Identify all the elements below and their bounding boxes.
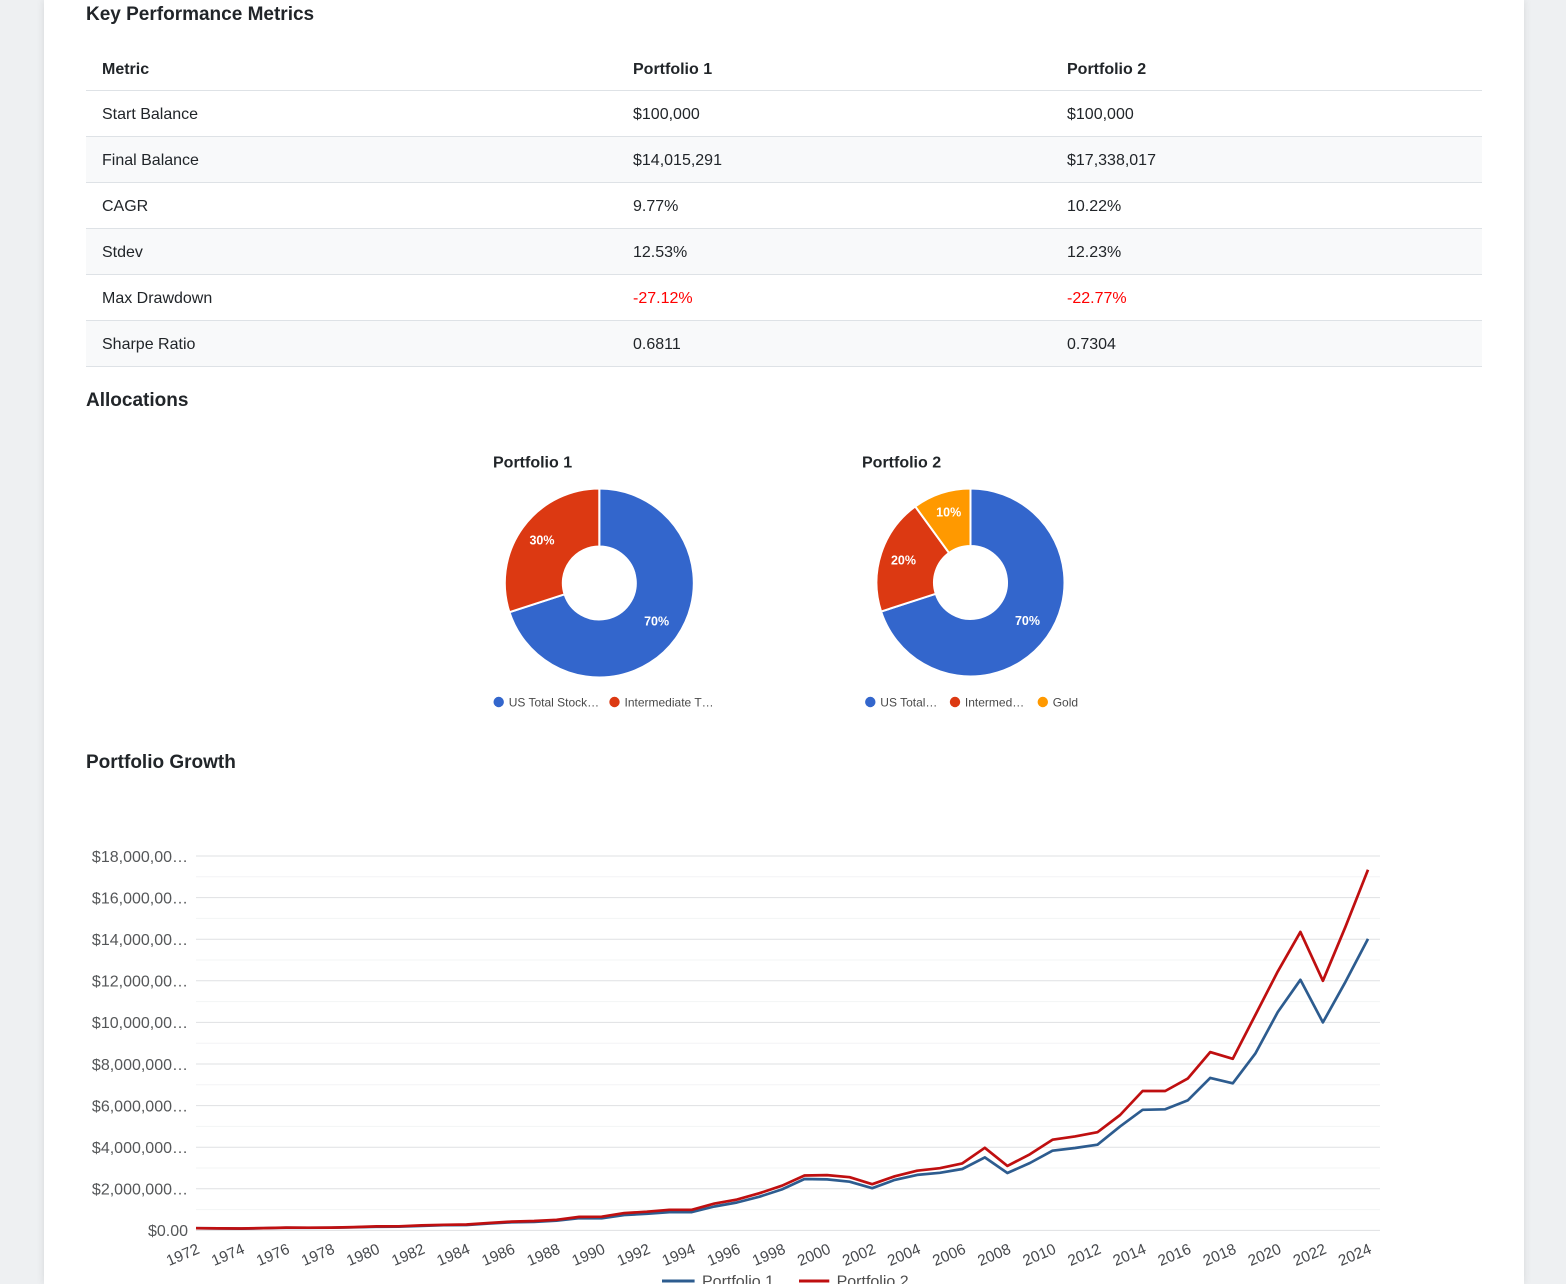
svg-text:$8,000,000…: $8,000,000… (92, 1057, 188, 1074)
svg-text:2024: 2024 (1336, 1241, 1375, 1270)
svg-text:Portfolio 1: Portfolio 1 (702, 1274, 774, 1284)
svg-text:1986: 1986 (479, 1241, 517, 1270)
svg-text:1976: 1976 (254, 1241, 292, 1270)
svg-text:2002: 2002 (840, 1241, 878, 1270)
svg-text:$18,000,00…: $18,000,00… (92, 849, 188, 866)
svg-text:1994: 1994 (660, 1241, 699, 1270)
svg-text:Intermed…: Intermed… (965, 696, 1024, 710)
svg-text:$6,000,000…: $6,000,000… (92, 1098, 188, 1115)
svg-text:1996: 1996 (705, 1241, 743, 1270)
svg-text:1974: 1974 (209, 1241, 248, 1270)
svg-text:Gold: Gold (1053, 696, 1078, 710)
svg-text:$4,000,000…: $4,000,000… (92, 1140, 188, 1157)
svg-text:1990: 1990 (570, 1241, 608, 1270)
svg-text:2010: 2010 (1020, 1241, 1058, 1270)
svg-text:2008: 2008 (975, 1241, 1013, 1270)
svg-text:$0.00: $0.00 (148, 1223, 188, 1240)
svg-text:US Total…: US Total… (880, 696, 937, 710)
svg-text:30%: 30% (529, 533, 554, 547)
svg-text:2014: 2014 (1110, 1241, 1149, 1270)
svg-text:Intermediate T…: Intermediate T… (625, 696, 714, 710)
svg-text:2006: 2006 (930, 1241, 968, 1270)
svg-text:Portfolio 2: Portfolio 2 (837, 1274, 909, 1284)
svg-text:$16,000,00…: $16,000,00… (92, 890, 188, 907)
svg-text:Portfolio 2: Portfolio 2 (862, 455, 941, 472)
svg-text:1978: 1978 (299, 1241, 337, 1270)
svg-text:2022: 2022 (1291, 1241, 1329, 1270)
svg-text:2000: 2000 (795, 1241, 833, 1270)
svg-text:1984: 1984 (434, 1241, 473, 1270)
svg-text:$10,000,00…: $10,000,00… (92, 1015, 188, 1032)
svg-text:2018: 2018 (1201, 1241, 1239, 1270)
svg-text:2012: 2012 (1065, 1241, 1103, 1270)
svg-text:1972: 1972 (164, 1241, 202, 1270)
svg-text:1992: 1992 (615, 1241, 653, 1270)
svg-text:$2,000,000…: $2,000,000… (92, 1182, 188, 1199)
svg-text:20%: 20% (891, 554, 916, 568)
svg-text:2016: 2016 (1156, 1241, 1194, 1270)
svg-text:1998: 1998 (750, 1241, 788, 1270)
svg-text:Portfolio 1: Portfolio 1 (493, 455, 572, 472)
svg-text:1982: 1982 (389, 1241, 427, 1270)
svg-text:2020: 2020 (1246, 1241, 1284, 1270)
svg-text:$14,000,00…: $14,000,00… (92, 932, 188, 949)
svg-text:1980: 1980 (344, 1241, 382, 1270)
svg-text:10%: 10% (936, 506, 961, 520)
svg-text:$12,000,00…: $12,000,00… (92, 974, 188, 991)
svg-text:1988: 1988 (524, 1241, 562, 1270)
svg-text:US Total Stock…: US Total Stock… (509, 696, 599, 710)
svg-text:2004: 2004 (885, 1241, 924, 1270)
svg-text:70%: 70% (1015, 614, 1040, 628)
svg-text:70%: 70% (644, 615, 669, 629)
